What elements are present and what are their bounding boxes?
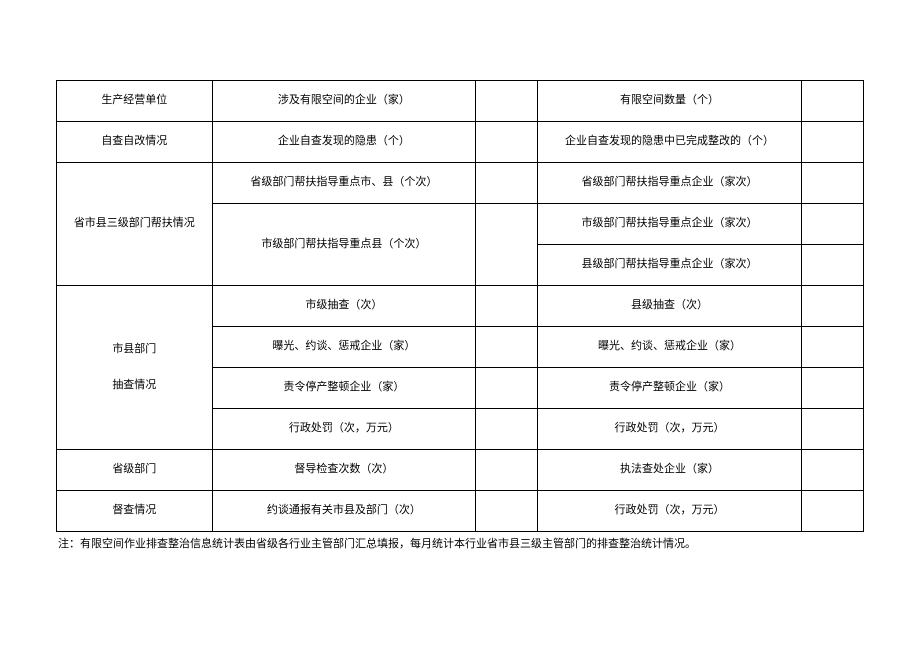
left-value <box>476 491 538 532</box>
table-row: 省级部门 督导检查次数（次） 执法查处企业（家） <box>57 450 864 491</box>
left-label: 市级抽查（次） <box>212 286 475 327</box>
cat-line: 抽查情况 <box>57 377 212 395</box>
table-row: 督查情况 约谈通报有关市县及部门（次） 行政处罚（次，万元） <box>57 491 864 532</box>
left-label: 督导检查次数（次） <box>212 450 475 491</box>
left-label: 市级部门帮扶指导重点县（个次） <box>212 204 475 286</box>
left-label: 省级部门帮扶指导重点市、县（个次） <box>212 163 475 204</box>
left-value <box>476 409 538 450</box>
right-label: 有限空间数量（个） <box>538 81 801 122</box>
right-value <box>801 204 863 245</box>
cat-cell: 省级部门 <box>57 450 213 491</box>
right-value <box>801 409 863 450</box>
right-label: 省级部门帮扶指导重点企业（家次） <box>538 163 801 204</box>
cat-cell: 生产经营单位 <box>57 81 213 122</box>
left-value <box>476 163 538 204</box>
right-label: 市级部门帮扶指导重点企业（家次） <box>538 204 801 245</box>
cat-cell: 督查情况 <box>57 491 213 532</box>
left-label: 责令停产整顿企业（家） <box>212 368 475 409</box>
table-row: 省市县三级部门帮扶情况 省级部门帮扶指导重点市、县（个次） 省级部门帮扶指导重点… <box>57 163 864 204</box>
right-label: 行政处罚（次，万元） <box>538 409 801 450</box>
cat-cell: 省市县三级部门帮扶情况 <box>57 163 213 286</box>
cat-cell: 市县部门 抽查情况 <box>57 286 213 450</box>
right-label: 执法查处企业（家） <box>538 450 801 491</box>
right-value <box>801 368 863 409</box>
left-value <box>476 368 538 409</box>
right-value <box>801 286 863 327</box>
right-value <box>801 327 863 368</box>
left-label: 行政处罚（次，万元） <box>212 409 475 450</box>
right-label: 责令停产整顿企业（家） <box>538 368 801 409</box>
table-row: 自查自改情况 企业自查发现的隐患（个） 企业自查发现的隐患中已完成整改的（个） <box>57 122 864 163</box>
left-label: 曝光、约谈、惩戒企业（家） <box>212 327 475 368</box>
statistics-table: 生产经营单位 涉及有限空间的企业（家） 有限空间数量（个） 自查自改情况 企业自… <box>56 80 864 532</box>
right-value <box>801 450 863 491</box>
cat-line: 市县部门 <box>57 341 212 359</box>
left-label: 约谈通报有关市县及部门（次） <box>212 491 475 532</box>
left-value <box>476 286 538 327</box>
right-value <box>801 491 863 532</box>
right-label: 行政处罚（次，万元） <box>538 491 801 532</box>
left-label: 企业自查发现的隐患（个） <box>212 122 475 163</box>
left-value <box>476 450 538 491</box>
left-label: 涉及有限空间的企业（家） <box>212 81 475 122</box>
left-value <box>476 204 538 286</box>
cat-cell: 自查自改情况 <box>57 122 213 163</box>
left-value <box>476 327 538 368</box>
right-value <box>801 122 863 163</box>
left-value <box>476 81 538 122</box>
right-value <box>801 81 863 122</box>
right-label: 曝光、约谈、惩戒企业（家） <box>538 327 801 368</box>
right-label: 县级抽查（次） <box>538 286 801 327</box>
footnote: 注：有限空间作业排查整治信息统计表由省级各行业主管部门汇总填报，每月统计本行业省… <box>56 536 864 554</box>
right-value <box>801 163 863 204</box>
right-label: 县级部门帮扶指导重点企业（家次） <box>538 245 801 286</box>
left-value <box>476 122 538 163</box>
table-row: 生产经营单位 涉及有限空间的企业（家） 有限空间数量（个） <box>57 81 864 122</box>
right-value <box>801 245 863 286</box>
right-label: 企业自查发现的隐患中已完成整改的（个） <box>538 122 801 163</box>
table-row: 市县部门 抽查情况 市级抽查（次） 县级抽查（次） <box>57 286 864 327</box>
page-container: 生产经营单位 涉及有限空间的企业（家） 有限空间数量（个） 自查自改情况 企业自… <box>0 0 920 651</box>
